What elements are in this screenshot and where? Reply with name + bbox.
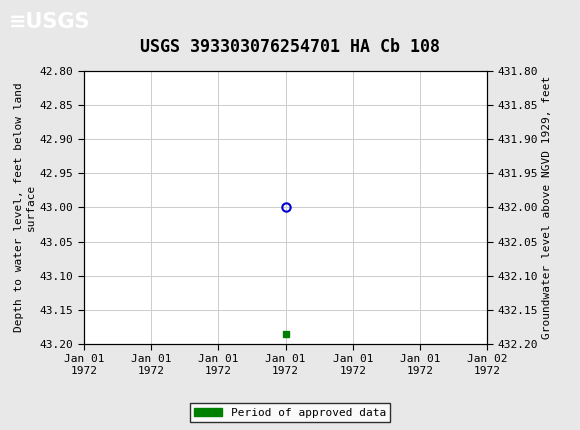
Y-axis label: Depth to water level, feet below land
surface: Depth to water level, feet below land su… [14, 83, 36, 332]
Y-axis label: Groundwater level above NGVD 1929, feet: Groundwater level above NGVD 1929, feet [542, 76, 552, 339]
Text: ≡USGS: ≡USGS [9, 12, 90, 31]
Legend: Period of approved data: Period of approved data [190, 403, 390, 422]
Text: USGS 393303076254701 HA Cb 108: USGS 393303076254701 HA Cb 108 [140, 38, 440, 56]
